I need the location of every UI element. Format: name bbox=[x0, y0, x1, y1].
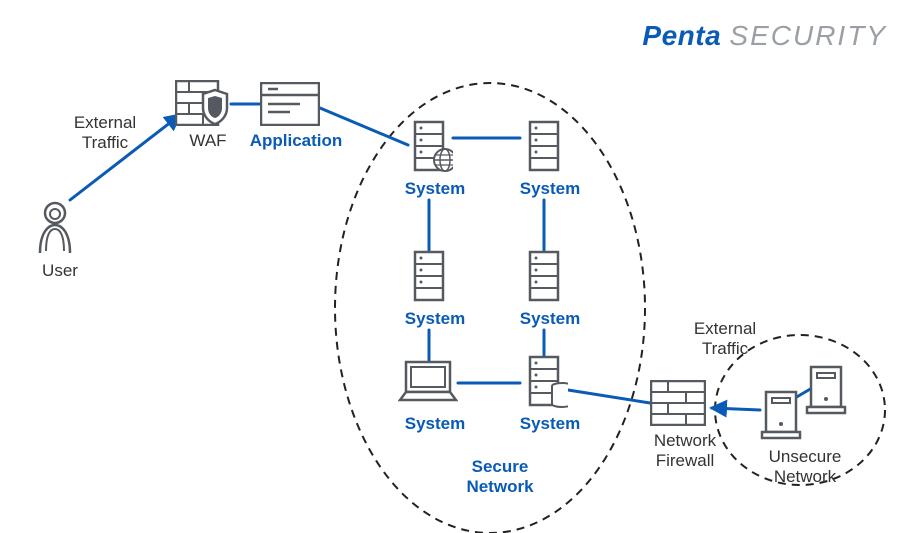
node-sys6-icon bbox=[520, 355, 568, 414]
label-sys3: System bbox=[400, 310, 470, 329]
node-sys5-icon bbox=[398, 360, 458, 411]
label-unsec1: Unsecure bbox=[760, 448, 850, 467]
brand-logo: Penta SECURITY bbox=[642, 20, 887, 52]
label-sys2: System bbox=[515, 180, 585, 199]
node-app-icon bbox=[260, 82, 320, 131]
brand-part2: SECURITY bbox=[729, 20, 887, 51]
node-pc2-icon bbox=[805, 365, 847, 420]
node-fw-icon bbox=[650, 380, 706, 431]
label-secure1: Secure bbox=[455, 458, 545, 477]
brand-part1: Penta bbox=[642, 20, 721, 51]
label-sys4: System bbox=[515, 310, 585, 329]
label-application: Application bbox=[246, 132, 346, 151]
label-ext_traffic_2b: Traffic bbox=[680, 340, 770, 359]
node-sys1-icon bbox=[405, 120, 453, 179]
edge-sys6-fw bbox=[568, 390, 650, 403]
label-ext_traffic_2a: External bbox=[680, 320, 770, 339]
label-sys5: System bbox=[400, 415, 470, 434]
edge-pc1-fw bbox=[712, 408, 760, 410]
label-sys1: System bbox=[400, 180, 470, 199]
node-user-icon bbox=[30, 195, 80, 260]
node-waf-icon bbox=[175, 80, 231, 131]
node-sys4-icon bbox=[520, 250, 568, 309]
label-sys6: System bbox=[515, 415, 585, 434]
label-fw2: Firewall bbox=[640, 452, 730, 471]
label-unsec2: Network bbox=[760, 468, 850, 487]
node-sys2-icon bbox=[520, 120, 568, 179]
label-ext_traffic_1b: Traffic bbox=[60, 134, 150, 153]
node-pc1-icon bbox=[760, 390, 802, 445]
label-secure2: Network bbox=[455, 478, 545, 497]
diagram-stage: Penta SECURITY bbox=[0, 0, 911, 533]
label-user: User bbox=[35, 262, 85, 281]
node-sys3-icon bbox=[405, 250, 453, 309]
label-ext_traffic_1a: External bbox=[60, 114, 150, 133]
label-waf: WAF bbox=[178, 132, 238, 151]
label-fw1: Network bbox=[640, 432, 730, 451]
